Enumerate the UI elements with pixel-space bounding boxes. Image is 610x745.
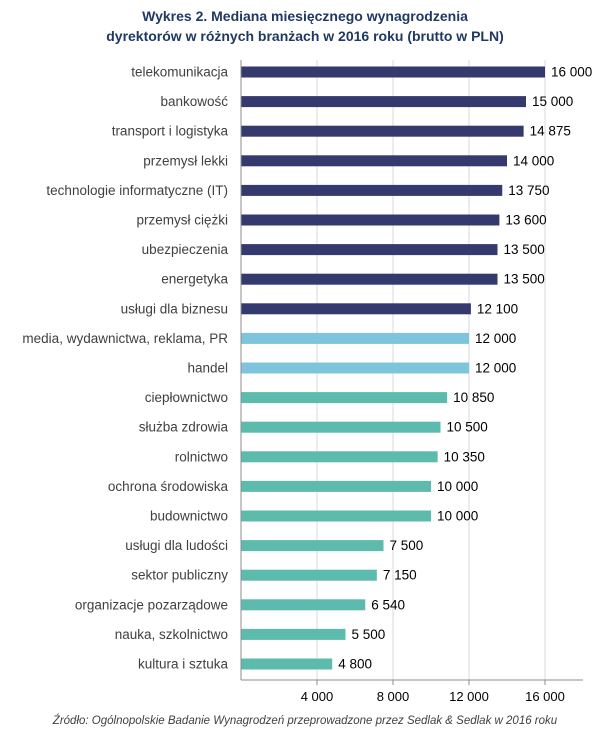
value-label-14: 10 000: [437, 479, 478, 494]
source-note: Źródło: Ogólnopolskie Badanie Wynagrodze…: [52, 715, 558, 727]
bar-8: [241, 303, 471, 315]
value-label-10: 12 000: [475, 361, 516, 376]
bar-10: [241, 362, 469, 374]
category-label-12: służba zdrowia: [139, 420, 229, 435]
bar-12: [241, 421, 441, 433]
x-tick-label-2: 12 000: [449, 689, 489, 704]
x-tick-label-1: 8 000: [377, 689, 410, 704]
value-label-19: 5 500: [352, 627, 386, 642]
x-tick-label-3: 16 000: [525, 689, 565, 704]
value-label-0: 16 000: [551, 65, 592, 80]
category-label-19: nauka, szkolnictwo: [115, 627, 228, 642]
value-label-20: 4 800: [338, 657, 372, 672]
category-label-8: usługi dla biznesu: [121, 301, 228, 316]
bar-9: [241, 332, 469, 344]
bar-5: [241, 214, 500, 226]
category-label-15: budownictwo: [150, 509, 228, 524]
bar-6: [241, 244, 498, 256]
value-label-8: 12 100: [477, 301, 518, 316]
bar-20: [241, 658, 333, 670]
value-label-6: 13 500: [504, 242, 545, 257]
category-label-16: usługi dla ludości: [125, 538, 228, 553]
value-label-12: 10 500: [447, 420, 488, 435]
chart-title: Wykres 2. Mediana miesięcznego wynagrodz…: [0, 6, 610, 46]
x-tick-label-0: 4 000: [301, 689, 334, 704]
bar-4: [241, 184, 503, 196]
bar-0: [241, 66, 545, 78]
bar-14: [241, 480, 431, 492]
value-label-7: 13 500: [504, 272, 545, 287]
bar-11: [241, 392, 448, 404]
value-label-9: 12 000: [475, 331, 516, 346]
category-label-10: handel: [187, 361, 228, 376]
category-label-2: transport i logistyka: [112, 124, 229, 139]
bar-13: [241, 451, 438, 463]
value-label-2: 14 875: [530, 124, 571, 139]
value-label-15: 10 000: [437, 509, 478, 524]
bar-17: [241, 569, 377, 581]
chart-title-line-1: Wykres 2. Mediana miesięcznego wynagrodz…: [142, 8, 468, 24]
category-label-1: bankowość: [160, 94, 228, 109]
category-label-13: rolnictwo: [175, 449, 228, 464]
bar-19: [241, 628, 346, 640]
category-label-5: przemysł ciężki: [136, 213, 228, 228]
bar-15: [241, 510, 431, 522]
value-label-3: 14 000: [513, 153, 554, 168]
value-label-16: 7 500: [390, 538, 424, 553]
bar-3: [241, 155, 507, 167]
bar-2: [241, 125, 524, 137]
value-label-4: 13 750: [508, 183, 549, 198]
category-label-17: sektor publiczny: [131, 568, 228, 583]
value-label-1: 15 000: [532, 94, 573, 109]
category-label-11: ciepłownictwo: [145, 390, 228, 405]
category-label-18: organizacje pozarządowe: [75, 597, 228, 612]
value-label-5: 13 600: [505, 213, 546, 228]
category-label-0: telekomunikacja: [131, 65, 228, 80]
value-label-13: 10 350: [444, 449, 485, 464]
category-label-14: ochrona środowiska: [108, 479, 229, 494]
bar-18: [241, 599, 366, 611]
chart-subtitle: dyrektorów w różnych branżach w 2016 rok…: [106, 28, 504, 44]
value-label-17: 7 150: [383, 568, 417, 583]
category-label-6: ubezpieczenia: [142, 242, 229, 257]
category-label-9: media, wydawnictwa, reklama, PR: [22, 331, 228, 346]
category-label-4: technologie informatyczne (IT): [46, 183, 228, 198]
category-label-20: kultura i sztuka: [138, 657, 229, 672]
category-label-7: energetyka: [161, 272, 228, 287]
category-label-3: przemysł lekki: [143, 153, 228, 168]
value-label-11: 10 850: [453, 390, 494, 405]
value-label-18: 6 540: [371, 597, 405, 612]
bar-7: [241, 273, 498, 285]
bar-1: [241, 96, 526, 108]
bar-16: [241, 540, 384, 552]
